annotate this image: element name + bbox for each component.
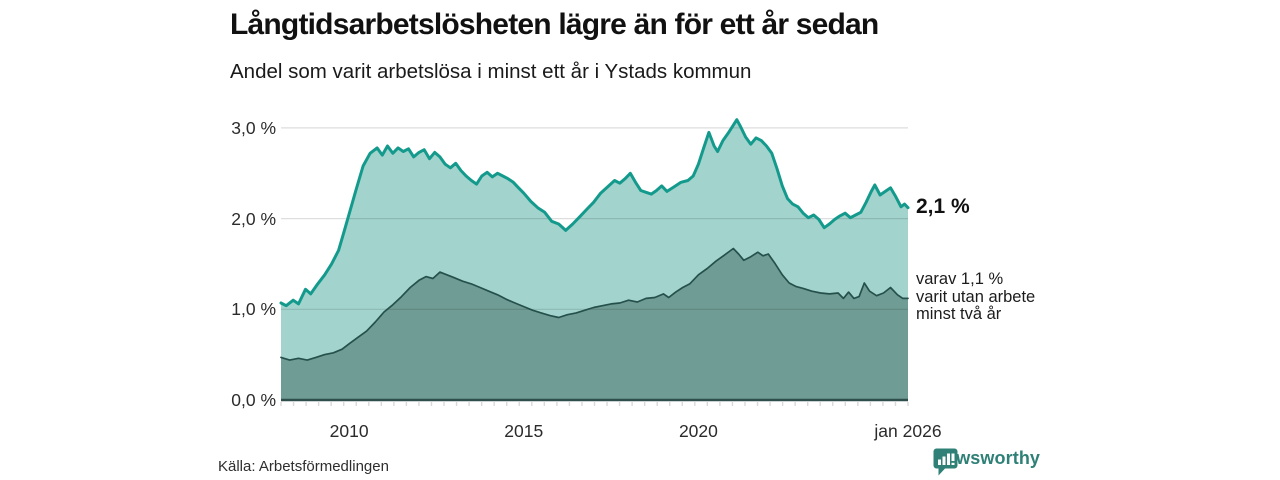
newsworthy-badge-icon (933, 448, 958, 476)
newsworthy-logo: Newsworthy (933, 448, 1041, 476)
series-end-value-label: 2,1 % (916, 195, 970, 218)
area-fill-1 (281, 248, 908, 400)
page-title: Långtidsarbetslösheten lägre än för ett … (230, 8, 879, 41)
newsworthy-wordmark: Newsworthy (933, 448, 1041, 468)
series-note-label: varav 1,1 % varit utan arbete minst två … (916, 270, 1036, 323)
series-line-0 (279, 118, 910, 308)
series-line-1 (280, 247, 909, 361)
page-subtitle: Andel som varit arbetslösa i minst ett å… (230, 60, 752, 83)
source-caption: Källa: Arbetsförmedlingen (218, 458, 389, 475)
